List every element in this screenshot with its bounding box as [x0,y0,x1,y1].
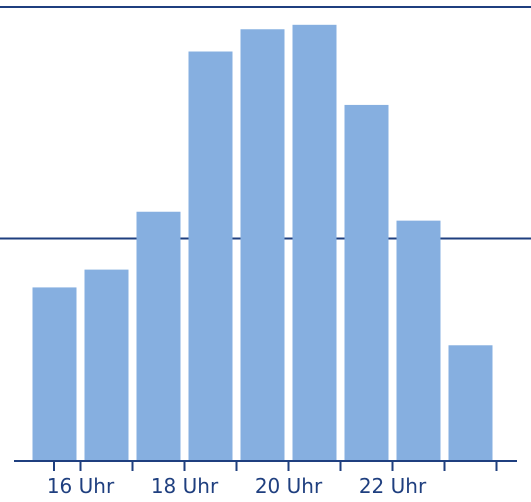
x-tick-label-0: 16 Uhr [47,474,115,498]
bar-18–19 [188,51,233,462]
bar-15–16 [32,287,77,461]
bars [32,24,493,462]
bar-21–22 [344,104,389,461]
x-tick-label-1: 18 Uhr [151,474,219,498]
x-ticks [53,461,498,471]
bar-20–21 [292,24,337,461]
bar-16–17 [84,269,129,461]
bar-17–18 [136,211,181,461]
x-tick-labels: 16 Uhr 18 Uhr 20 Uhr 22 Uhr [47,474,427,498]
bar-19–20 [240,29,285,461]
x-tick-label-2: 20 Uhr [255,474,323,498]
x-tick-label-3: 22 Uhr [359,474,427,498]
bar-22–23 [396,220,441,461]
bar-23–24 [448,345,493,461]
